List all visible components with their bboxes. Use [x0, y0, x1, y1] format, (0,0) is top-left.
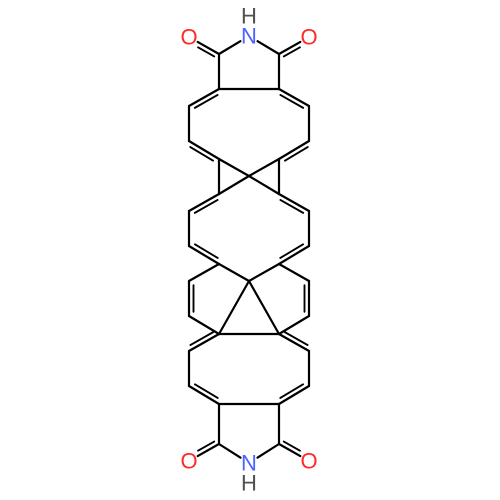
- bond: [258, 41, 279, 54]
- n-atom-label: N: [241, 24, 257, 49]
- molecule-diagram: HNOOHNOO: [0, 0, 500, 500]
- o-atom-label: O: [300, 449, 317, 474]
- bond: [219, 444, 241, 458]
- bond: [189, 264, 219, 281]
- o-atom-label: O: [180, 449, 197, 474]
- bond: [279, 316, 309, 334]
- bond: [249, 281, 279, 334]
- bond: [219, 41, 240, 54]
- o-atom-label: O: [180, 25, 197, 50]
- bond: [219, 281, 249, 334]
- bond: [219, 264, 249, 281]
- n-atom-label: N: [241, 451, 257, 476]
- o-atom-label: O: [300, 25, 317, 50]
- bond: [249, 159, 279, 176]
- bond: [219, 176, 249, 194]
- bond: [219, 159, 249, 176]
- bond: [189, 316, 219, 334]
- bond: [249, 176, 279, 194]
- bond: [249, 264, 279, 281]
- bond: [279, 264, 309, 281]
- bond: [257, 444, 279, 458]
